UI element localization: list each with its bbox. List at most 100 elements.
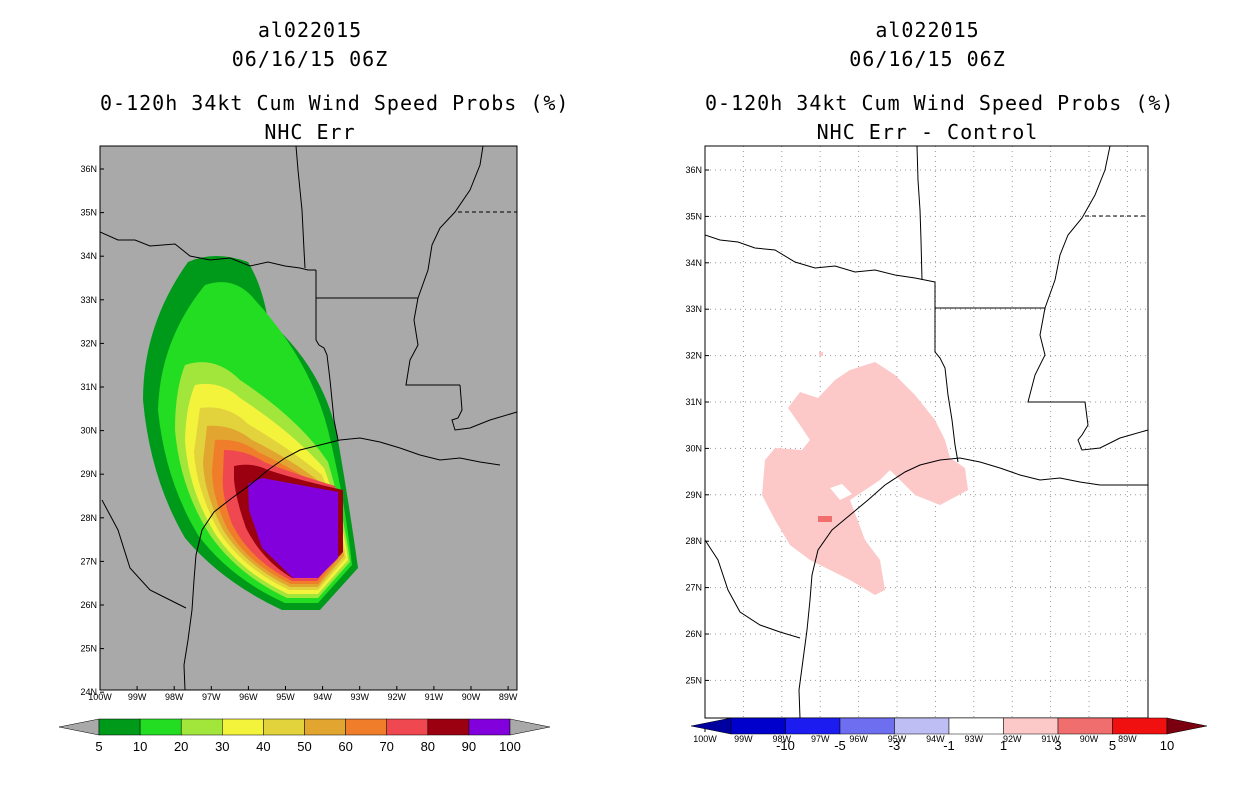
left-red-river <box>100 231 316 271</box>
left-lat-label: 36N <box>80 164 97 174</box>
left-lat-axis: 36N 35N 34N 33N 32N 31N 30N 29N 28N 27N 26N 25N 24N <box>80 164 104 697</box>
right-geography <box>705 146 1148 718</box>
left-lat-label: 26N <box>80 600 97 610</box>
right-colorbar-segment <box>948 717 1004 735</box>
right-colorbar-segment <box>894 717 950 735</box>
left-lat-label: 33N <box>80 295 97 305</box>
right-hotspot <box>818 516 832 522</box>
right-pearl-river <box>1077 401 1148 451</box>
left-map-frame <box>99 145 518 691</box>
left-colorbar-segment <box>98 718 141 736</box>
left-colorbar-label: 20 <box>174 739 188 754</box>
left-colorbar-segment <box>468 718 511 736</box>
left-lat-label: 31N <box>80 382 97 392</box>
left-colorbar-segment <box>304 718 346 736</box>
left-lon-label: 91W <box>425 692 444 702</box>
left-lat-label: 28N <box>80 513 97 523</box>
right-subtitle: NHC Err - Control <box>816 120 1039 144</box>
right-lon-label: 93W <box>965 734 984 744</box>
right-lat-label: 31N <box>685 397 702 407</box>
right-lon-label: 96W <box>849 734 868 744</box>
right-colorbar-segment <box>1057 717 1113 735</box>
left-lon-label: 93W <box>350 692 369 702</box>
right-lon-label: 92W <box>1003 734 1022 744</box>
left-subtitle: NHC Err <box>264 120 356 144</box>
right-colorbar-label: 5 <box>1109 738 1116 753</box>
right-colorbar-segment <box>730 717 786 735</box>
left-lon-label: 96W <box>239 692 258 702</box>
right-colorbar-label: 3 <box>1054 738 1061 753</box>
right-sabine <box>934 282 959 463</box>
right-storm-id: al022015 <box>875 18 980 42</box>
left-colorbar-label: 90 <box>462 739 476 754</box>
left-colorbar-underflow <box>58 718 100 736</box>
right-colorbar-segment <box>1112 717 1168 735</box>
right-colorbar-overflow <box>1166 717 1208 735</box>
right-product-title: 0-120h 34kt Cum Wind Speed Probs (%) <box>705 91 1175 115</box>
left-lon-label: 98W <box>165 692 184 702</box>
left-colorbar-label: 5 <box>95 739 102 754</box>
right-lat-label: 26N <box>685 629 702 639</box>
right-lat-label: 33N <box>685 304 702 314</box>
left-colorbar-overflow <box>509 718 551 736</box>
left-lat-label: 35N <box>80 208 97 218</box>
left-lat-label: 29N <box>80 469 97 479</box>
right-difference-contours <box>762 352 968 595</box>
right-lon-label: 91W <box>1041 734 1060 744</box>
left-lat-label: 34N <box>80 251 97 261</box>
right-colorbar-segment <box>839 717 895 735</box>
left-storm-id: al022015 <box>257 18 363 42</box>
left-colorbar-segment <box>263 718 305 736</box>
right-colorbar-segment <box>785 717 841 735</box>
left-lon-label: 89W <box>499 692 518 702</box>
right-lon-label: 94W <box>926 734 945 744</box>
left-lon-label: 99W <box>128 692 147 702</box>
right-lat-label: 28N <box>685 536 702 546</box>
right-lat-label: 29N <box>685 490 702 500</box>
right-datetime: 06/16/15 06Z <box>849 47 1006 71</box>
right-lon-label: 95W <box>888 734 907 744</box>
left-rio-grande <box>101 499 187 609</box>
right-lon-label: 97W <box>811 734 830 744</box>
left-lon-label: 94W <box>313 692 332 702</box>
left-colorbar-segment <box>180 718 223 736</box>
left-colorbar-label: 60 <box>338 739 352 754</box>
right-ms-river <box>1027 307 1085 403</box>
right-lon-label: 89W <box>1118 734 1137 744</box>
left-lat-label: 30N <box>80 426 97 436</box>
left-colorbar-label: 70 <box>379 739 393 754</box>
right-rio-grande <box>705 539 801 639</box>
left-colorbar-segment <box>386 718 429 736</box>
right-colorbar-label: -3 <box>889 738 901 753</box>
left-sabine <box>315 270 339 441</box>
left-lon-label: 97W <box>202 692 221 702</box>
right-lat-label: 27N <box>685 583 702 593</box>
left-ms-river <box>405 297 460 386</box>
right-colorbar-underflow <box>690 717 732 735</box>
left-colorbar: 5 10 20 30 40 50 60 70 80 90 100 <box>58 718 551 754</box>
left-datetime: 06/16/15 06Z <box>231 47 389 71</box>
left-colorbar-label: 40 <box>256 739 270 754</box>
left-colorbar-label: 50 <box>297 739 311 754</box>
right-colorbar-label: 1 <box>1000 738 1007 753</box>
right-ms-river-north <box>1044 146 1111 309</box>
left-colorbar-label: 10 <box>133 739 147 754</box>
left-colorbar-segment <box>139 718 182 736</box>
left-ok-border <box>295 146 306 269</box>
right-colorbar: -10 -5 -3 -1 1 3 5 10 <box>690 717 1208 753</box>
left-map: 36N35N34N33N32N31N30N29N28N27N26N25N24N … <box>80 145 518 702</box>
left-geography <box>100 146 517 690</box>
left-lat-label: 27N <box>80 556 97 566</box>
left-lat-label: 25N <box>80 644 97 654</box>
right-lat-axis: 36N 35N 34N 33N 32N 31N 30N 29N 28N 27N 26N 25N <box>685 165 709 685</box>
right-colorbar-label: -5 <box>834 738 846 753</box>
right-colorbar-segment <box>1003 717 1059 735</box>
left-product-title: 0-120h 34kt Cum Wind Speed Probs (%) <box>100 91 570 115</box>
right-ok-border <box>916 146 923 281</box>
right-isolated-cell <box>819 352 823 356</box>
right-hole <box>830 484 852 500</box>
right-lon-label: 90W <box>1080 734 1099 744</box>
left-pearl-river <box>451 384 517 431</box>
right-colorbar-label: -1 <box>943 738 955 753</box>
